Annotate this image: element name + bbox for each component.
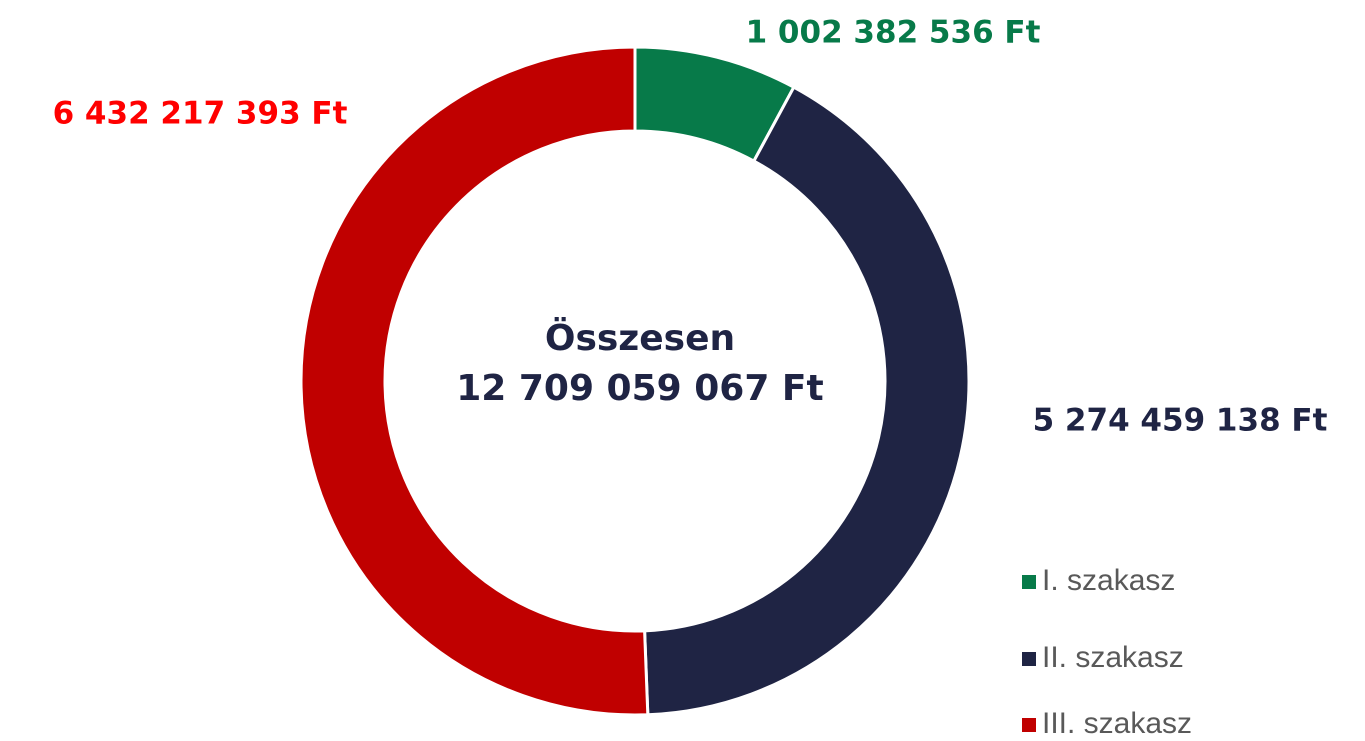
center-total: 12 709 059 067 Ft xyxy=(456,368,823,409)
donut-slice xyxy=(299,45,650,717)
data-label: 1 002 382 536 Ft xyxy=(746,15,1041,51)
data-label: 5 274 459 138 Ft xyxy=(1033,403,1328,439)
legend-swatch xyxy=(1022,718,1036,732)
legend-label: III. szakasz xyxy=(1042,707,1192,740)
legend-swatch xyxy=(1022,575,1036,589)
data-label: 6 432 217 393 Ft xyxy=(53,96,348,132)
legend-label: II. szakasz xyxy=(1042,641,1184,674)
legend-label: I. szakasz xyxy=(1042,564,1175,597)
legend-swatch xyxy=(1022,652,1036,666)
center-title: Összesen xyxy=(545,317,735,359)
donut-slice xyxy=(643,85,971,717)
